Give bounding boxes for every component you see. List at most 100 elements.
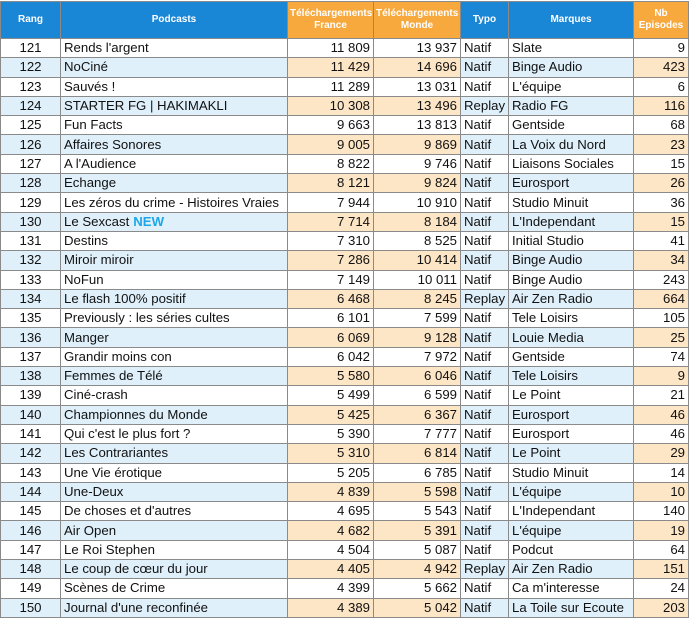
cell-downloads-france: 9 663 <box>287 115 374 136</box>
podcast-name: Fun Facts <box>64 117 123 133</box>
cell-downloads-monde: 7 972 <box>373 346 461 368</box>
cell-marque: Radio FG <box>508 95 634 117</box>
cell-podcast: Destins <box>60 230 288 252</box>
cell-downloads-france: 7 310 <box>287 230 374 252</box>
cell-downloads-monde: 5 042 <box>373 597 461 618</box>
cell-downloads-monde: 9 869 <box>373 134 461 155</box>
cell-nb-episodes: 15 <box>633 153 689 175</box>
cell-downloads-france: 7 714 <box>287 211 374 232</box>
cell-downloads-france: 11 289 <box>287 76 374 97</box>
cell-nb-episodes: 151 <box>633 559 689 580</box>
cell-downloads-monde: 8 184 <box>373 211 461 232</box>
cell-downloads-monde: 5 598 <box>373 481 461 503</box>
cell-podcast: Les Contrariantes <box>60 443 288 464</box>
cell-nb-episodes: 9 <box>633 366 689 387</box>
table-row: 146 Air Open 4 682 5 391 Natif L'équipe … <box>0 520 689 541</box>
cell-nb-episodes: 116 <box>633 95 689 117</box>
cell-podcast: Scènes de Crime <box>60 578 288 599</box>
cell-typo: Natif <box>460 327 509 348</box>
header-marques[interactable]: Marques <box>508 1 634 39</box>
cell-typo: Natif <box>460 366 509 387</box>
cell-typo: Natif <box>460 115 509 136</box>
podcast-name: Le Sexcast <box>64 213 130 229</box>
cell-podcast: Rends l'argent <box>60 37 288 59</box>
cell-typo: Natif <box>460 153 509 175</box>
podcast-name: Previously : les séries cultes <box>64 310 230 326</box>
podcast-name: Journal d'une reconfinée <box>64 599 209 615</box>
cell-rang: 133 <box>0 269 61 290</box>
cell-nb-episodes: 15 <box>633 211 689 232</box>
cell-marque: Le Point <box>508 443 634 464</box>
cell-podcast: NoCiné <box>60 57 288 78</box>
podcast-name: Une-Deux <box>64 483 124 499</box>
cell-typo: Natif <box>460 346 509 368</box>
cell-typo: Natif <box>460 211 509 232</box>
header-rang[interactable]: Rang <box>0 1 61 39</box>
cell-nb-episodes: 140 <box>633 501 689 522</box>
cell-podcast: Previously : les séries cultes <box>60 308 288 329</box>
table-row: 150 Journal d'une reconfinée 4 389 5 042… <box>0 597 689 618</box>
header-typo[interactable]: Typo <box>460 1 509 39</box>
cell-downloads-monde: 6 367 <box>373 404 461 425</box>
table-row: 132 Miroir miroir 7 286 10 414 Natif Bin… <box>0 250 689 271</box>
cell-typo: Replay <box>460 288 509 310</box>
cell-rang: 137 <box>0 346 61 368</box>
cell-podcast: Fun Facts <box>60 115 288 136</box>
header-nb-episodes[interactable]: Nb Episodes <box>633 1 689 39</box>
table-row: 123 Sauvés ! 11 289 13 031 Natif L'équip… <box>0 76 689 97</box>
cell-podcast: Le Sexcast NEW <box>60 211 288 232</box>
table-row: 130 Le Sexcast NEW 7 714 8 184 Natif L'In… <box>0 211 689 232</box>
cell-rang: 139 <box>0 385 61 406</box>
podcast-name: Rends l'argent <box>64 40 149 56</box>
cell-downloads-monde: 10 414 <box>373 250 461 271</box>
cell-downloads-france: 6 042 <box>287 346 374 368</box>
cell-downloads-france: 5 205 <box>287 462 374 483</box>
cell-downloads-france: 4 839 <box>287 481 374 503</box>
cell-downloads-monde: 6 046 <box>373 366 461 387</box>
cell-nb-episodes: 26 <box>633 173 689 194</box>
cell-typo: Replay <box>460 95 509 117</box>
cell-downloads-france: 4 389 <box>287 597 374 618</box>
cell-marque: Eurosport <box>508 173 634 194</box>
cell-downloads-france: 6 468 <box>287 288 374 310</box>
cell-rang: 141 <box>0 423 61 445</box>
cell-marque: Air Zen Radio <box>508 559 634 580</box>
cell-rang: 145 <box>0 501 61 522</box>
cell-rang: 124 <box>0 95 61 117</box>
cell-nb-episodes: 105 <box>633 308 689 329</box>
cell-marque: La Toile sur Ecoute <box>508 597 634 618</box>
podcast-name: Qui c'est le plus fort ? <box>64 426 191 442</box>
cell-typo: Natif <box>460 597 509 618</box>
cell-podcast: Manger <box>60 327 288 348</box>
cell-downloads-france: 4 504 <box>287 539 374 561</box>
header-podcasts[interactable]: Podcasts <box>60 1 288 39</box>
cell-downloads-france: 5 580 <box>287 366 374 387</box>
cell-downloads-france: 5 425 <box>287 404 374 425</box>
cell-marque: Eurosport <box>508 404 634 425</box>
cell-typo: Natif <box>460 404 509 425</box>
cell-marque: L'équipe <box>508 76 634 97</box>
header-downloads-monde[interactable]: Téléchargements Monde <box>373 1 461 39</box>
cell-downloads-monde: 9 128 <box>373 327 461 348</box>
cell-marque: L'Independant <box>508 501 634 522</box>
cell-rang: 143 <box>0 462 61 483</box>
podcast-name: Affaires Sonores <box>64 136 162 152</box>
cell-typo: Natif <box>460 76 509 97</box>
table-row: 139 Ciné-crash 5 499 6 599 Natif Le Poin… <box>0 385 689 406</box>
cell-podcast: Les zéros du crime - Histoires Vraies <box>60 192 288 213</box>
table-body: 121 Rends l'argent 11 809 13 937 Natif S… <box>0 37 689 618</box>
podcast-name: Manger <box>64 329 109 345</box>
cell-typo: Natif <box>460 385 509 406</box>
table-row: 133 NoFun 7 149 10 011 Natif Binge Audio… <box>0 269 689 290</box>
cell-podcast: Air Open <box>60 520 288 541</box>
podcast-name: Le flash 100% positif <box>64 291 186 306</box>
header-downloads-france[interactable]: Téléchargements France <box>287 1 374 39</box>
cell-marque: Tele Loisirs <box>508 308 634 329</box>
table-row: 127 A l'Audience 8 822 9 746 Natif Liais… <box>0 153 689 175</box>
cell-nb-episodes: 23 <box>633 134 689 155</box>
cell-downloads-france: 5 390 <box>287 423 374 445</box>
cell-podcast: Grandir moins con <box>60 346 288 368</box>
cell-downloads-france: 4 695 <box>287 501 374 522</box>
cell-nb-episodes: 36 <box>633 192 689 213</box>
cell-downloads-monde: 8 245 <box>373 288 461 310</box>
